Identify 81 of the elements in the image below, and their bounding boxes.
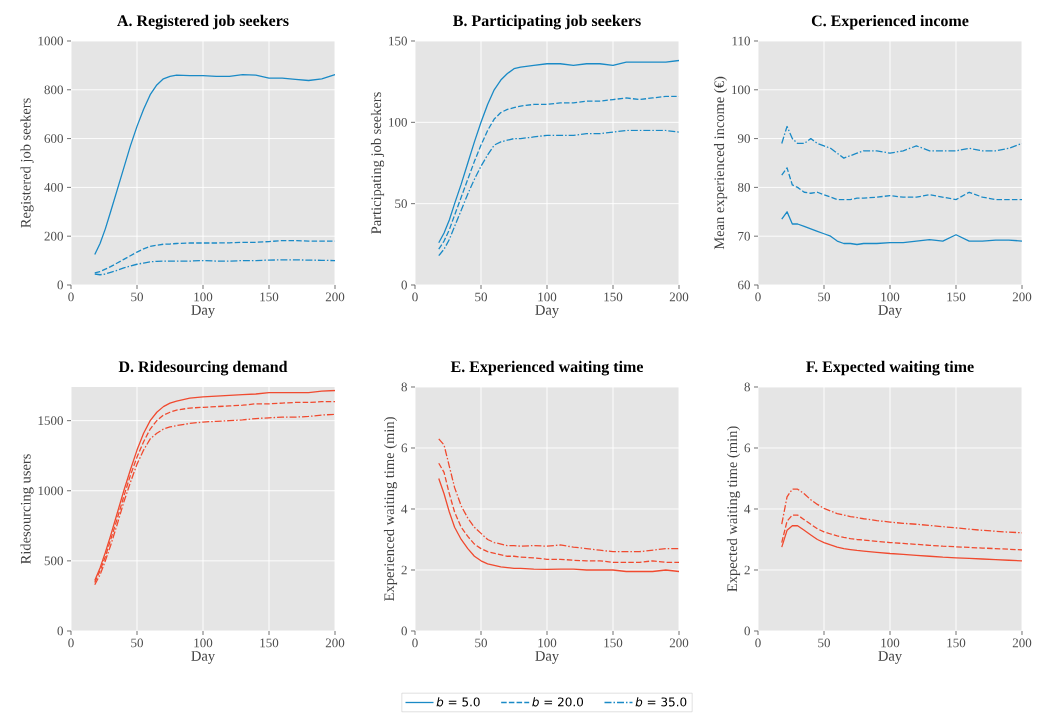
legend-label: b = 35.0 xyxy=(635,697,687,707)
x-tick-label: 150 xyxy=(260,292,279,302)
y-tick-label: 110 xyxy=(732,36,750,46)
y-tick-label: 1000 xyxy=(38,36,63,46)
y-tick-label: 0 xyxy=(401,626,407,636)
y-axis-title: Registered job seekers xyxy=(20,98,34,228)
chart-title: B. Participating job seekers xyxy=(453,14,641,30)
x-tick-label: 0 xyxy=(755,292,761,302)
y-tick-label: 400 xyxy=(44,183,63,192)
x-axis-title: Day xyxy=(878,651,903,664)
y-tick-label: 500 xyxy=(44,556,63,566)
y-axis-title: Mean experienced income (€) xyxy=(713,76,728,250)
y-tick-label: 8 xyxy=(401,382,407,392)
x-tick-label: 50 xyxy=(475,638,488,648)
chart-title: A. Registered job seekers xyxy=(117,14,289,30)
x-axis-title: Day xyxy=(535,305,560,318)
x-tick-label: 150 xyxy=(947,292,966,302)
y-tick-label: 50 xyxy=(395,199,407,209)
y-tick-label: 4 xyxy=(401,504,408,514)
y-tick-label: 2 xyxy=(744,565,750,575)
x-tick-label: 200 xyxy=(1012,638,1032,648)
x-tick-label: 200 xyxy=(325,292,345,302)
x-tick-label: 150 xyxy=(604,638,623,648)
x-tick-label: 0 xyxy=(68,638,74,648)
y-tick-label: 60 xyxy=(738,280,750,290)
x-tick-label: 100 xyxy=(881,638,900,648)
y-tick-label: 1000 xyxy=(38,486,63,496)
y-tick-label: 1500 xyxy=(38,416,63,426)
x-tick-label: 100 xyxy=(881,292,900,302)
chart-title: D. Ridesourcing demand xyxy=(118,360,288,376)
x-tick-label: 100 xyxy=(538,292,557,302)
x-tick-label: 150 xyxy=(604,292,623,302)
x-axis-title: Day xyxy=(535,651,560,664)
x-axis-title: Day xyxy=(191,651,216,664)
x-tick-label: 50 xyxy=(475,292,488,302)
x-tick-label: 100 xyxy=(194,292,213,302)
legend-label: b = 5.0 xyxy=(436,697,480,707)
x-tick-label: 100 xyxy=(538,638,557,648)
y-tick-label: 0 xyxy=(744,626,750,636)
x-tick-label: 0 xyxy=(412,638,418,648)
x-tick-label: 0 xyxy=(755,638,761,648)
x-tick-label: 50 xyxy=(131,292,144,302)
y-axis-title: Participating job seekers xyxy=(370,92,385,234)
x-tick-label: 150 xyxy=(947,638,966,648)
y-tick-label: 0 xyxy=(401,280,407,290)
y-tick-label: 90 xyxy=(737,134,750,143)
y-axis-title: Expected waiting time (min) xyxy=(726,426,741,592)
x-tick-label: 200 xyxy=(669,638,689,648)
y-tick-label: 600 xyxy=(44,134,63,143)
y-tick-label: 70 xyxy=(738,231,750,241)
y-tick-label: 6 xyxy=(401,443,408,453)
y-tick-label: 800 xyxy=(44,85,63,95)
x-tick-label: 200 xyxy=(669,292,689,302)
y-tick-label: 6 xyxy=(744,443,751,453)
y-tick-label: 100 xyxy=(732,85,750,95)
x-tick-label: 50 xyxy=(131,638,144,648)
chart-title: E. Experienced waiting time xyxy=(450,360,644,376)
x-tick-label: 0 xyxy=(68,292,74,302)
y-tick-label: 8 xyxy=(744,382,750,392)
y-axis-title: Ridesourcing users xyxy=(20,454,34,564)
y-tick-label: 80 xyxy=(737,183,750,192)
y-tick-label: 150 xyxy=(389,36,407,46)
chart-title: C. Experienced income xyxy=(811,14,969,30)
y-tick-label: 200 xyxy=(44,231,63,241)
x-axis-title: Day xyxy=(191,305,216,318)
x-tick-label: 200 xyxy=(1012,292,1032,302)
x-axis-title: Day xyxy=(878,305,903,318)
x-tick-label: 150 xyxy=(260,638,279,648)
y-tick-label: 100 xyxy=(389,117,407,127)
y-tick-label: 2 xyxy=(401,565,407,575)
x-tick-label: 100 xyxy=(194,638,213,648)
legend-label: b = 20.0 xyxy=(532,697,584,707)
y-tick-label: 0 xyxy=(57,280,63,290)
x-tick-label: 50 xyxy=(818,638,831,648)
x-tick-label: 200 xyxy=(325,638,345,648)
y-tick-label: 4 xyxy=(744,504,751,514)
chart-title: F. Expected waiting time xyxy=(806,360,974,376)
x-tick-label: 50 xyxy=(818,292,831,302)
y-tick-label: 0 xyxy=(57,626,63,636)
y-axis-title: Experienced waiting time (min) xyxy=(383,417,398,601)
x-tick-label: 0 xyxy=(412,292,418,302)
